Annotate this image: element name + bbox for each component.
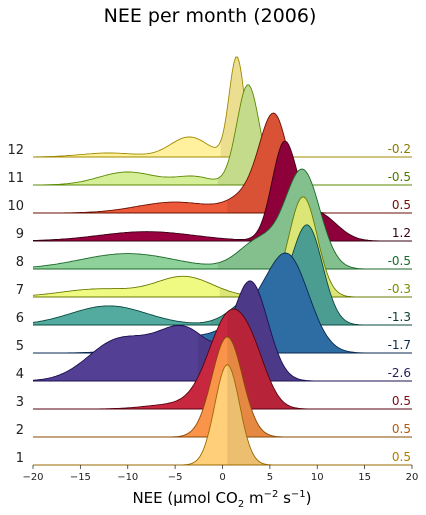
x-tick-label: 10 [311,472,324,483]
x-axis: −20 −15 −10 −5 0 5 10 15 20 [22,465,418,483]
ridge-area-10 [33,113,412,213]
ridge-label-5: 5 [16,339,24,354]
ridge-mean-label-10: 0.5 [392,198,411,212]
ridge-label-12: 12 [7,143,24,158]
ridge-area-4 [33,281,412,381]
ridge-area-1 [33,365,412,465]
ridge-mean-shade-11 [217,85,412,185]
ridge-month-6: 6 -1.3 [16,224,412,326]
ridge-month-12: 12 -0.2 [7,56,412,158]
x-tick-label: −5 [168,472,183,483]
x-tick-label: −15 [70,472,91,483]
ridge-month-10: 10 0.5 [7,112,412,214]
ridge-outline-9 [32,140,412,242]
ridge-label-7: 7 [16,283,24,298]
x-tick-label: −20 [22,472,43,483]
ridge-mean-label-7: -0.3 [388,282,411,296]
ridges-group: 12 -0.211 -0.510 0.59 1.28 -0.57 -0.36 -1.35 -1.… [7,56,412,466]
ridge-mean-label-12: -0.2 [388,142,411,156]
ridge-mean-label-3: 0.5 [392,394,411,408]
x-tick-label: 15 [358,472,371,483]
x-axis-label-mid2: s [278,489,291,507]
ridge-label-11: 11 [7,171,24,186]
x-tick-label: 0 [219,472,225,483]
ridge-label-3: 3 [16,395,24,410]
ridge-label-4: 4 [16,367,24,382]
x-tick-label: −10 [117,472,138,483]
x-axis-label-sup2: −1 [291,489,306,500]
ridge-outline-6 [32,224,412,326]
x-axis-label-mid: m [244,489,263,507]
ridge-area-12 [33,57,412,157]
chart-title: NEE per month (2006) [104,5,317,27]
ridge-label-1: 1 [16,451,24,466]
x-tick-label: 5 [267,472,273,483]
ridge-area-5 [33,253,412,353]
ridge-mean-label-1: 0.5 [392,450,411,464]
ridge-mean-label-8: -0.5 [388,254,411,268]
x-axis-label: NEE (μmol CO2 m−2 s−1) [132,489,311,510]
ridge-mean-label-4: -2.6 [388,366,411,380]
ridge-month-8: 8 -0.5 [16,168,412,270]
x-axis-label-prefix: NEE (μmol CO [132,489,237,507]
x-tick-label: 20 [406,472,419,483]
ridge-mean-label-9: 1.2 [392,226,411,240]
ridge-outline-10 [33,112,412,214]
x-axis-label-sub: 2 [238,499,244,510]
ridge-mean-label-6: -1.3 [388,310,411,324]
ridge-label-10: 10 [7,199,24,214]
x-axis-label-sup1: −2 [264,489,279,500]
ridge-mean-label-5: -1.7 [388,338,411,352]
ridge-label-2: 2 [16,423,24,438]
ridge-month-11: 11 -0.5 [7,84,412,186]
ridge-outline-8 [32,168,412,270]
ridge-mean-label-11: -0.5 [388,170,411,184]
ridge-outline-7 [32,196,412,298]
ridge-label-9: 9 [16,227,24,242]
ridge-mean-label-2: 0.5 [392,422,411,436]
ridge-label-8: 8 [16,255,24,270]
ridge-label-6: 6 [16,311,24,326]
ridge-area-6 [33,225,412,325]
x-axis-label-suffix: ) [306,489,312,507]
